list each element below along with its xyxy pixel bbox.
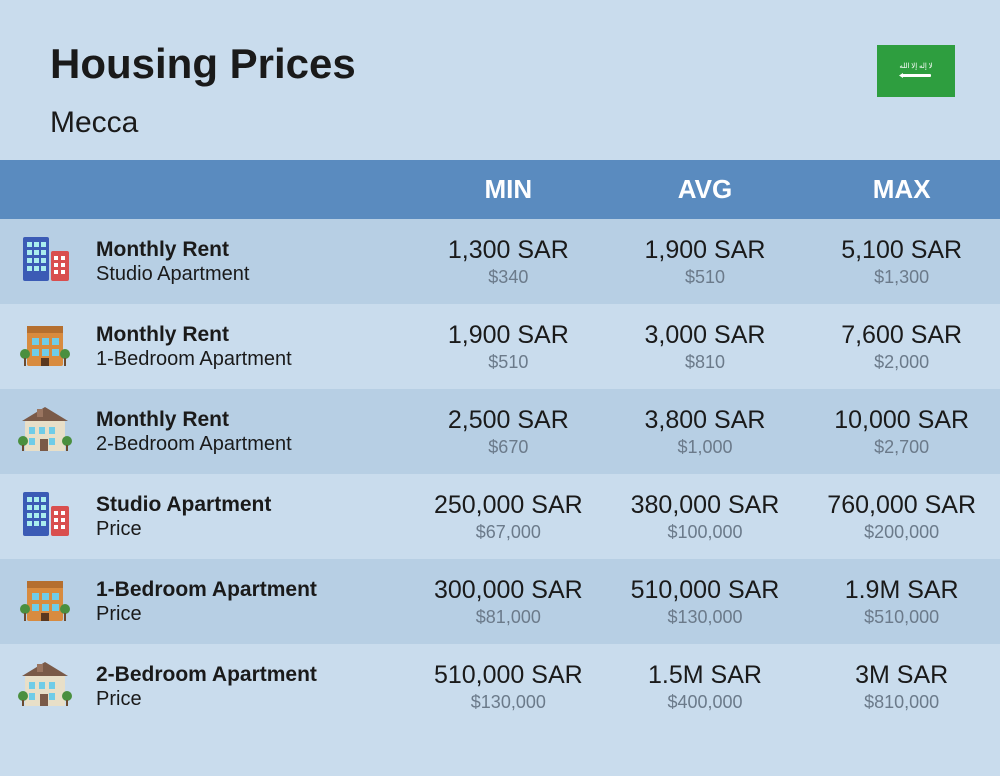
cell-max: 5,100 SAR$1,300 — [803, 219, 1000, 304]
value-sub: $1,300 — [813, 267, 990, 288]
cell-min: 2,500 SAR$670 — [410, 389, 607, 474]
row-label: Monthly Rent1-Bedroom Apartment — [90, 304, 410, 389]
value-main: 1,300 SAR — [420, 235, 597, 265]
value-main: 510,000 SAR — [420, 660, 597, 690]
cell-avg: 1,900 SAR$510 — [607, 219, 804, 304]
row-subtitle: 2-Bedroom Apartment — [96, 433, 400, 456]
col-avg: AVG — [607, 160, 804, 219]
value-sub: $400,000 — [617, 692, 794, 713]
value-sub: $67,000 — [420, 522, 597, 543]
page-header: Housing Prices Mecca لا إله إلا الله — [0, 0, 1000, 160]
brick-icon — [0, 304, 90, 389]
row-title: Monthly Rent — [96, 407, 400, 432]
row-subtitle: Price — [96, 688, 400, 711]
table-header-row: MIN AVG MAX — [0, 160, 1000, 219]
row-title: 2-Bedroom Apartment — [96, 662, 400, 687]
brick-icon — [0, 559, 90, 644]
cell-min: 1,300 SAR$340 — [410, 219, 607, 304]
value-main: 1.9M SAR — [813, 575, 990, 605]
cell-avg: 380,000 SAR$100,000 — [607, 474, 804, 559]
row-label: 2-Bedroom ApartmentPrice — [90, 644, 410, 729]
table-row: 1-Bedroom ApartmentPrice300,000 SAR$81,0… — [0, 559, 1000, 644]
cell-max: 7,600 SAR$2,000 — [803, 304, 1000, 389]
value-sub: $100,000 — [617, 522, 794, 543]
value-sub: $510 — [420, 352, 597, 373]
value-sub: $81,000 — [420, 607, 597, 628]
value-sub: $130,000 — [420, 692, 597, 713]
value-main: 250,000 SAR — [420, 490, 597, 520]
value-main: 3,800 SAR — [617, 405, 794, 435]
row-label: 1-Bedroom ApartmentPrice — [90, 559, 410, 644]
cell-avg: 3,800 SAR$1,000 — [607, 389, 804, 474]
value-main: 3,000 SAR — [617, 320, 794, 350]
tower-icon — [0, 219, 90, 304]
value-sub: $340 — [420, 267, 597, 288]
page-title: Housing Prices — [50, 40, 950, 88]
row-label: Studio ApartmentPrice — [90, 474, 410, 559]
row-subtitle: 1-Bedroom Apartment — [96, 348, 400, 371]
row-title: Studio Apartment — [96, 492, 400, 517]
value-main: 2,500 SAR — [420, 405, 597, 435]
table-row: Monthly Rent1-Bedroom Apartment1,900 SAR… — [0, 304, 1000, 389]
col-min: MIN — [410, 160, 607, 219]
value-sub: $130,000 — [617, 607, 794, 628]
table-row: Monthly RentStudio Apartment1,300 SAR$34… — [0, 219, 1000, 304]
table-row: Monthly Rent2-Bedroom Apartment2,500 SAR… — [0, 389, 1000, 474]
value-sub: $2,700 — [813, 437, 990, 458]
value-main: 1.5M SAR — [617, 660, 794, 690]
row-title: Monthly Rent — [96, 322, 400, 347]
flag-icon: لا إله إلا الله — [877, 45, 955, 97]
cell-avg: 3,000 SAR$810 — [607, 304, 804, 389]
cell-avg: 1.5M SAR$400,000 — [607, 644, 804, 729]
value-main: 7,600 SAR — [813, 320, 990, 350]
value-sub: $2,000 — [813, 352, 990, 373]
row-title: 1-Bedroom Apartment — [96, 577, 400, 602]
col-icon — [0, 160, 90, 219]
row-title: Monthly Rent — [96, 237, 400, 262]
value-main: 5,100 SAR — [813, 235, 990, 265]
value-sub: $670 — [420, 437, 597, 458]
col-label — [90, 160, 410, 219]
value-main: 10,000 SAR — [813, 405, 990, 435]
house-icon — [0, 389, 90, 474]
cell-min: 250,000 SAR$67,000 — [410, 474, 607, 559]
row-subtitle: Price — [96, 603, 400, 626]
cell-max: 1.9M SAR$510,000 — [803, 559, 1000, 644]
value-main: 3M SAR — [813, 660, 990, 690]
value-main: 760,000 SAR — [813, 490, 990, 520]
value-main: 510,000 SAR — [617, 575, 794, 605]
value-sub: $510,000 — [813, 607, 990, 628]
row-subtitle: Studio Apartment — [96, 263, 400, 286]
col-max: MAX — [803, 160, 1000, 219]
row-subtitle: Price — [96, 518, 400, 541]
cell-avg: 510,000 SAR$130,000 — [607, 559, 804, 644]
value-sub: $810 — [617, 352, 794, 373]
value-main: 380,000 SAR — [617, 490, 794, 520]
table-row: Studio ApartmentPrice250,000 SAR$67,0003… — [0, 474, 1000, 559]
page-subtitle: Mecca — [50, 106, 950, 140]
value-sub: $200,000 — [813, 522, 990, 543]
table-row: 2-Bedroom ApartmentPrice510,000 SAR$130,… — [0, 644, 1000, 729]
cell-max: 10,000 SAR$2,700 — [803, 389, 1000, 474]
cell-max: 3M SAR$810,000 — [803, 644, 1000, 729]
value-main: 300,000 SAR — [420, 575, 597, 605]
value-main: 1,900 SAR — [617, 235, 794, 265]
tower-icon — [0, 474, 90, 559]
cell-min: 1,900 SAR$510 — [410, 304, 607, 389]
cell-max: 760,000 SAR$200,000 — [803, 474, 1000, 559]
house-icon — [0, 644, 90, 729]
value-sub: $1,000 — [617, 437, 794, 458]
row-label: Monthly Rent2-Bedroom Apartment — [90, 389, 410, 474]
cell-min: 300,000 SAR$81,000 — [410, 559, 607, 644]
value-main: 1,900 SAR — [420, 320, 597, 350]
row-label: Monthly RentStudio Apartment — [90, 219, 410, 304]
cell-min: 510,000 SAR$130,000 — [410, 644, 607, 729]
housing-table: MIN AVG MAX Monthly RentStudio Apartment… — [0, 160, 1000, 729]
value-sub: $510 — [617, 267, 794, 288]
svg-text:لا إله إلا الله: لا إله إلا الله — [899, 62, 932, 70]
value-sub: $810,000 — [813, 692, 990, 713]
